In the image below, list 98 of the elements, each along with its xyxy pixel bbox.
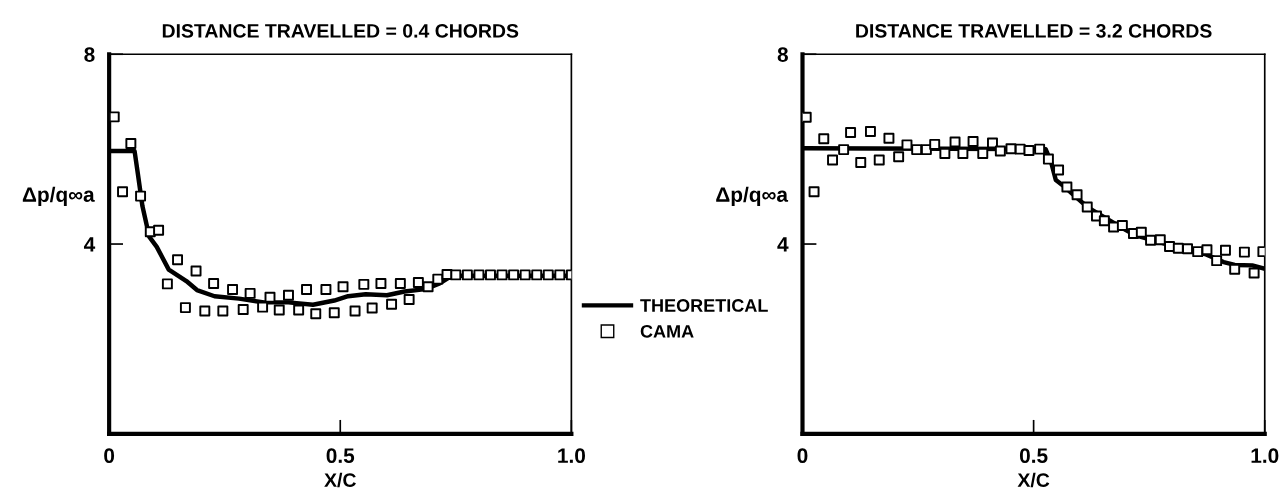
- point: [873, 154, 885, 166]
- point: [386, 298, 398, 310]
- point: [554, 269, 566, 281]
- x-tick-label: 0.5: [1019, 448, 1048, 464]
- point: [1248, 267, 1260, 279]
- point: [375, 277, 387, 289]
- point: [179, 302, 191, 314]
- y-axis-title: Δp/q∞a: [716, 186, 789, 207]
- point: [1034, 143, 1046, 155]
- point: [273, 304, 285, 316]
- point: [450, 269, 462, 281]
- point: [838, 144, 850, 156]
- point: [403, 294, 415, 306]
- point: [883, 132, 895, 144]
- x-tick-label: 0.5: [326, 448, 355, 464]
- legend-label: CAMA: [640, 324, 694, 338]
- point: [109, 111, 120, 123]
- point: [461, 269, 473, 281]
- point: [1135, 226, 1147, 238]
- point: [394, 277, 406, 289]
- y-tick-label: 8: [777, 47, 788, 62]
- point: [1145, 234, 1157, 246]
- point: [845, 127, 857, 138]
- x-tick-label: 1.0: [1251, 448, 1279, 464]
- point: [485, 269, 496, 281]
- point: [1098, 215, 1110, 227]
- point: [508, 269, 520, 281]
- point: [227, 284, 239, 296]
- point: [125, 137, 137, 149]
- point: [1192, 246, 1204, 258]
- point: [1023, 145, 1035, 157]
- point: [496, 269, 508, 281]
- point: [1081, 201, 1093, 213]
- point: [337, 281, 349, 293]
- point: [1211, 255, 1223, 267]
- chart-title: DISTANCE TRAVELLED = 3.2 CHORDS: [856, 23, 1212, 38]
- point: [1061, 181, 1073, 193]
- point: [117, 186, 129, 198]
- point: [1005, 143, 1017, 155]
- point: [901, 139, 913, 151]
- point: [1219, 244, 1231, 256]
- point: [802, 111, 812, 123]
- point: [208, 277, 220, 289]
- point: [432, 273, 444, 285]
- point: [473, 269, 485, 281]
- point: [358, 278, 370, 290]
- legend-label: THEORETICAL: [640, 299, 768, 312]
- point: [864, 126, 876, 138]
- point: [1154, 234, 1166, 246]
- x-axis-title: X/C: [324, 472, 356, 488]
- point: [310, 308, 322, 320]
- point: [855, 156, 867, 168]
- point: [1071, 189, 1083, 201]
- point: [911, 144, 923, 156]
- point: [1182, 243, 1194, 255]
- point: [153, 224, 165, 236]
- point: [1238, 246, 1250, 258]
- point: [893, 151, 905, 163]
- y-tick-label: 8: [84, 47, 95, 62]
- point: [1116, 220, 1128, 231]
- point: [161, 278, 173, 290]
- point: [808, 186, 820, 198]
- point: [283, 289, 294, 301]
- x-tick-label: 0: [104, 448, 115, 464]
- y-tick-label: 4: [777, 237, 789, 252]
- point: [422, 281, 434, 293]
- point: [531, 269, 543, 281]
- y-axis-title: Δp/q∞a: [22, 186, 95, 207]
- point: [328, 307, 340, 319]
- point: [301, 284, 312, 296]
- point: [994, 145, 1006, 157]
- point: [366, 302, 378, 314]
- point: [199, 305, 211, 317]
- x-axis-title: X/C: [1017, 472, 1050, 488]
- point: [349, 305, 361, 317]
- point: [519, 269, 531, 281]
- point: [190, 265, 202, 277]
- point: [172, 254, 184, 266]
- point: [237, 304, 249, 315]
- point: [320, 284, 332, 296]
- point: [818, 133, 830, 145]
- point: [1042, 153, 1054, 165]
- chart-title: DISTANCE TRAVELLED = 0.4 CHORDS: [162, 23, 519, 38]
- x-tick-label: 0: [797, 448, 808, 464]
- point: [929, 138, 941, 150]
- point: [827, 154, 839, 166]
- point: [412, 277, 424, 288]
- point: [949, 136, 961, 148]
- x-tick-label: 1.0: [558, 448, 586, 464]
- point: [244, 287, 256, 299]
- y-tick-label: 4: [83, 237, 96, 252]
- point: [542, 269, 554, 281]
- point: [967, 136, 979, 148]
- point: [1201, 244, 1213, 256]
- point: [1053, 164, 1065, 176]
- point: [135, 190, 147, 202]
- point: [217, 305, 229, 317]
- point: [293, 304, 305, 316]
